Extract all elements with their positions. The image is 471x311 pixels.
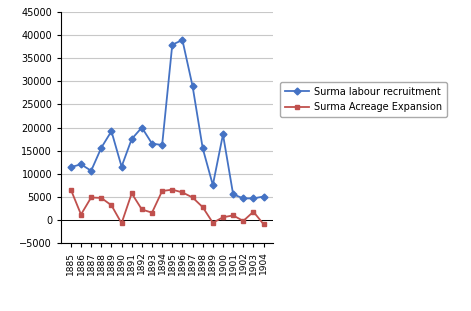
Line: Surma labour recruitment: Surma labour recruitment xyxy=(68,38,266,201)
Surma Acreage Expansion xyxy=(251,210,256,214)
Surma Acreage Expansion xyxy=(210,221,216,225)
Surma Acreage Expansion xyxy=(200,205,205,209)
Surma labour recruitment xyxy=(230,193,236,196)
Surma labour recruitment xyxy=(251,197,256,200)
Surma Acreage Expansion xyxy=(230,214,236,217)
Surma labour recruitment xyxy=(119,165,124,169)
Surma Acreage Expansion xyxy=(261,222,267,226)
Surma labour recruitment xyxy=(149,142,155,146)
Surma Acreage Expansion xyxy=(190,196,195,199)
Surma labour recruitment xyxy=(190,84,195,88)
Surma labour recruitment xyxy=(129,137,135,141)
Surma Acreage Expansion xyxy=(109,203,114,207)
Surma labour recruitment xyxy=(98,146,104,150)
Surma Acreage Expansion xyxy=(179,191,185,194)
Surma Acreage Expansion xyxy=(149,211,155,215)
Line: Surma Acreage Expansion: Surma Acreage Expansion xyxy=(68,187,266,227)
Surma Acreage Expansion xyxy=(170,188,175,192)
Surma labour recruitment xyxy=(170,43,175,47)
Surma labour recruitment xyxy=(210,183,216,187)
Surma Acreage Expansion xyxy=(139,207,145,211)
Surma labour recruitment xyxy=(78,162,84,166)
Surma labour recruitment xyxy=(220,132,226,136)
Surma Acreage Expansion xyxy=(89,196,94,199)
Surma labour recruitment xyxy=(179,38,185,42)
Surma Acreage Expansion xyxy=(220,216,226,219)
Surma Acreage Expansion xyxy=(68,188,73,192)
Surma Acreage Expansion xyxy=(78,213,84,216)
Surma labour recruitment xyxy=(109,129,114,133)
Surma Acreage Expansion xyxy=(119,221,124,225)
Surma Acreage Expansion xyxy=(129,192,135,195)
Surma Acreage Expansion xyxy=(240,219,246,223)
Surma labour recruitment xyxy=(240,197,246,200)
Surma labour recruitment xyxy=(89,169,94,173)
Surma labour recruitment xyxy=(68,165,73,169)
Surma Acreage Expansion xyxy=(159,189,165,193)
Surma labour recruitment xyxy=(159,143,165,147)
Surma labour recruitment xyxy=(261,195,267,198)
Legend: Surma labour recruitment, Surma Acreage Expansion: Surma labour recruitment, Surma Acreage … xyxy=(280,82,447,117)
Surma labour recruitment xyxy=(139,126,145,129)
Surma labour recruitment xyxy=(200,146,205,150)
Surma Acreage Expansion xyxy=(98,196,104,200)
